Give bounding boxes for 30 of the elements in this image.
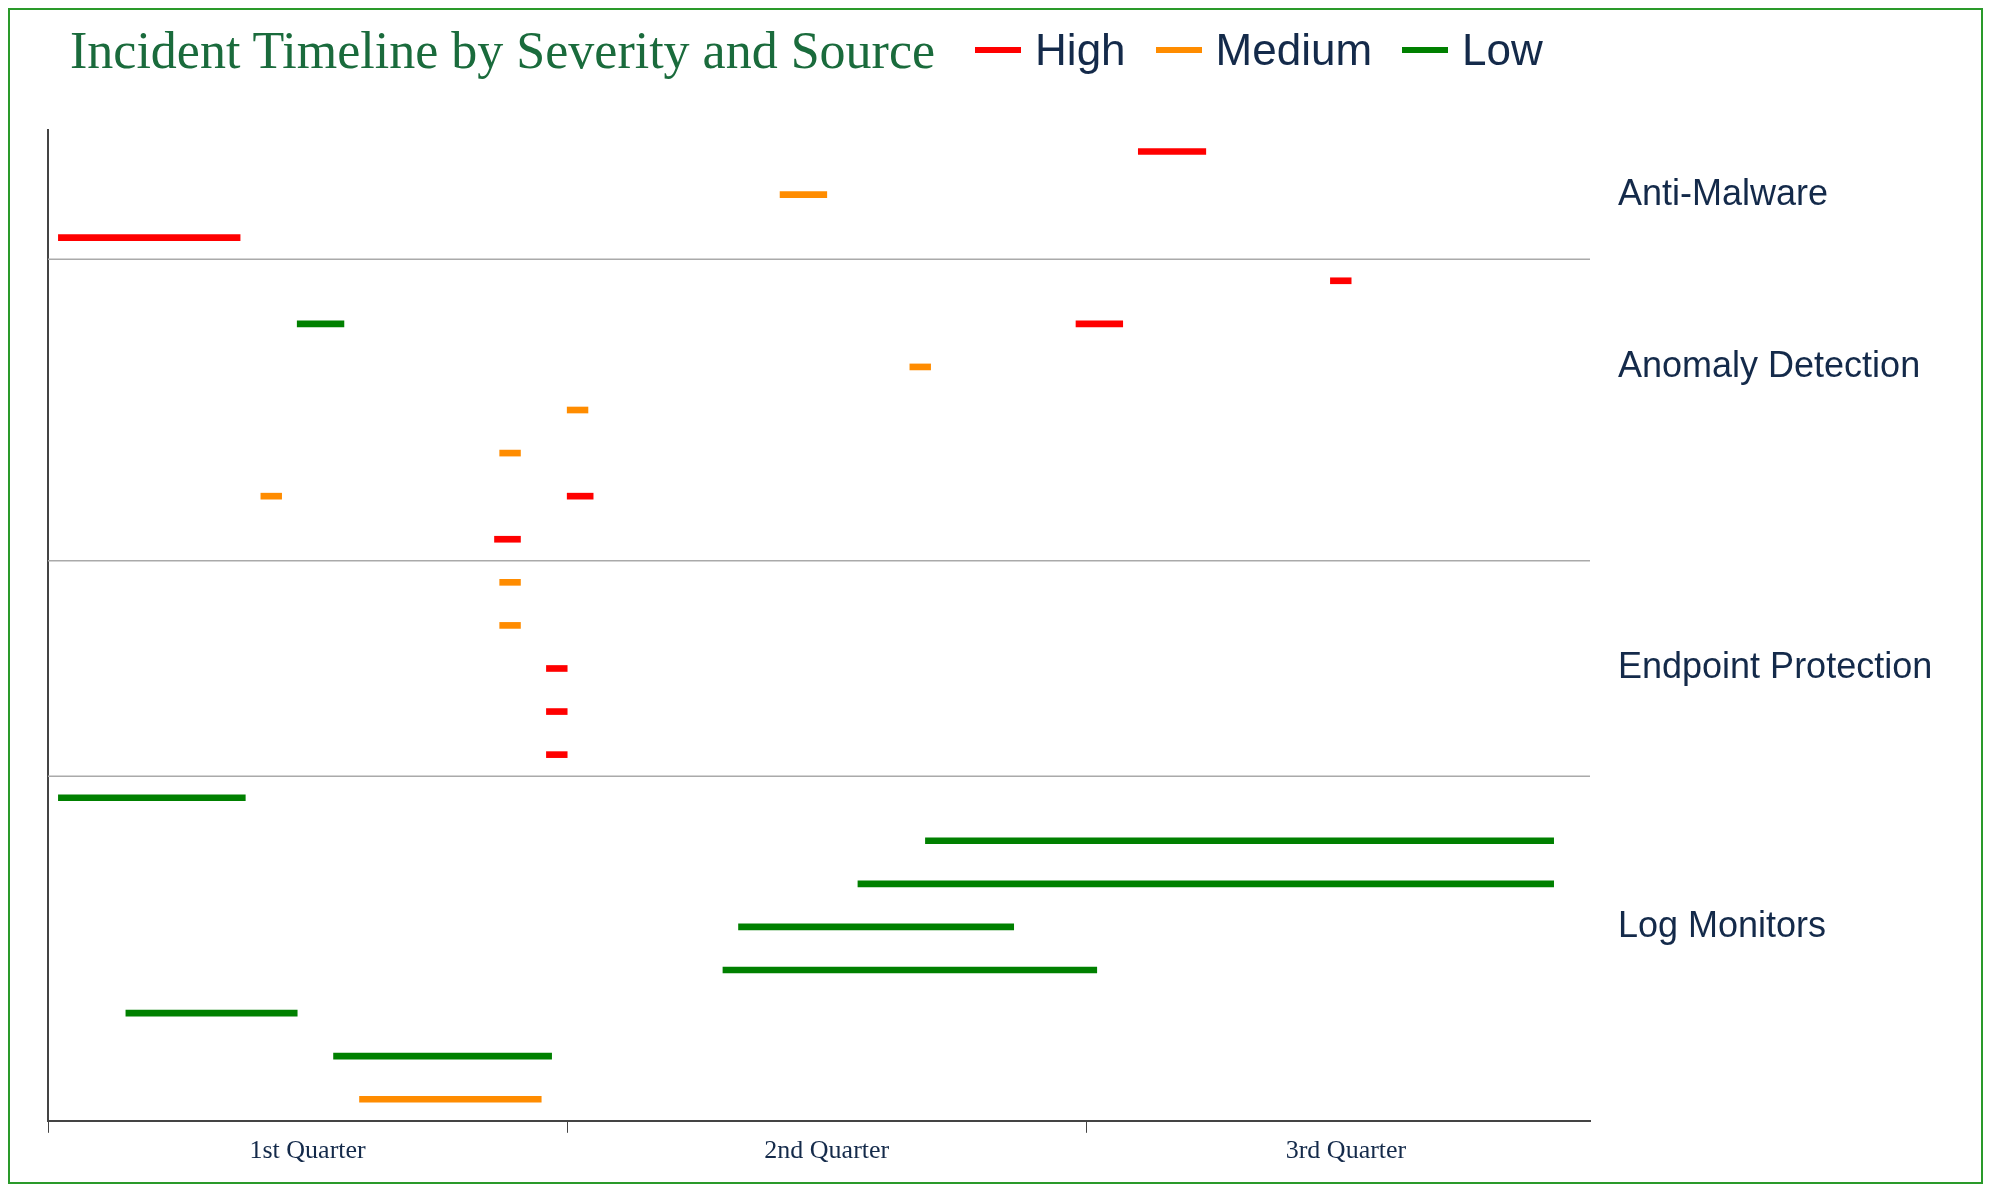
bar bbox=[857, 880, 1554, 888]
bar bbox=[546, 708, 568, 715]
legend-label: High bbox=[1035, 25, 1126, 75]
y2-tick-label: Anomaly Detection bbox=[1618, 343, 1921, 385]
y2-tick-label: Endpoint Protection bbox=[1618, 645, 1933, 687]
legend-label: Medium bbox=[1215, 25, 1373, 75]
x-tick-label: 2nd Quarter bbox=[764, 1135, 890, 1165]
bar bbox=[499, 449, 521, 457]
bar bbox=[58, 794, 246, 802]
y2-tick-label: Anti-Malware bbox=[1618, 171, 1829, 213]
bar bbox=[925, 837, 1554, 845]
chart-title: Incident Timeline by Severity and Source bbox=[70, 20, 936, 80]
x-tick-label: 3rd Quarter bbox=[1285, 1135, 1407, 1165]
bar bbox=[546, 665, 568, 672]
legend-label: Low bbox=[1462, 25, 1543, 75]
bar bbox=[499, 578, 521, 586]
bar bbox=[494, 535, 521, 543]
bar bbox=[738, 923, 1015, 931]
bar bbox=[546, 751, 568, 758]
bar bbox=[125, 1009, 298, 1017]
bar bbox=[499, 622, 521, 629]
bar bbox=[1137, 148, 1207, 155]
bar bbox=[333, 1052, 552, 1060]
bar bbox=[58, 234, 241, 242]
y2-tick-label: Log Monitors bbox=[1618, 903, 1827, 945]
bar bbox=[722, 966, 1098, 974]
bar bbox=[1330, 277, 1352, 285]
bar bbox=[359, 1095, 542, 1103]
x-tick-label: 1st Quarter bbox=[249, 1135, 367, 1165]
bar bbox=[779, 191, 828, 198]
